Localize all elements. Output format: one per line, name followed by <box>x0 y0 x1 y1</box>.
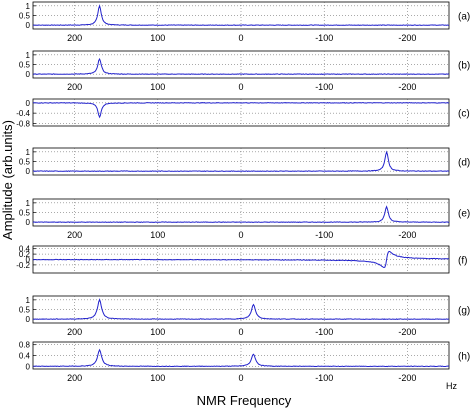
x-tick-label: 100 <box>150 327 165 337</box>
x-tick-label: -200 <box>398 373 416 383</box>
y-tick-label: 0.4 <box>19 245 31 254</box>
x-tick-label: -100 <box>315 230 333 240</box>
y-tick-label: 0.4 <box>19 352 31 361</box>
x-tick-label: 200 <box>67 327 82 337</box>
series-line <box>32 250 450 269</box>
panel-label: (b) <box>458 61 470 72</box>
panel-label: (d) <box>458 158 470 169</box>
y-tick-label: -0.8 <box>16 119 30 128</box>
series-line <box>32 205 450 223</box>
x-tick-label: -200 <box>398 82 416 92</box>
x-tick-label: -200 <box>398 230 416 240</box>
y-tick-label: 0 <box>26 167 31 176</box>
panel-label: (c) <box>458 109 470 120</box>
x-axis-title: NMR Frequency <box>197 393 292 408</box>
x-tick-label: 100 <box>150 230 165 240</box>
panel-label: (f) <box>458 256 467 267</box>
panel-6: 0.40.20-0.2 (f) <box>16 245 467 274</box>
x-tick-label: 0 <box>238 327 243 337</box>
y-tick-label: 0.5 <box>19 306 31 315</box>
y-tick-label: 0 <box>26 362 31 371</box>
x-tick-label: -100 <box>315 373 333 383</box>
y-tick-label: 0.5 <box>19 12 31 21</box>
x-tick-label: 200 <box>67 373 82 383</box>
panel-label: (e) <box>458 209 470 220</box>
x-tick-label: 0 <box>238 33 243 43</box>
x-tick-label: 0 <box>238 230 243 240</box>
x-tick-label: 0 <box>238 373 243 383</box>
y-tick-label: 0 <box>26 99 31 108</box>
x-tick-label: -200 <box>398 327 416 337</box>
y-tick-label: -0.4 <box>16 109 30 118</box>
x-tick-label: 200 <box>67 82 82 92</box>
y-tick-label: 0 <box>26 315 31 324</box>
panel-label: (g) <box>458 306 470 317</box>
y-tick-label: 0.2 <box>19 250 31 259</box>
series-line <box>32 57 450 75</box>
y-tick-label: 0.5 <box>19 61 31 70</box>
y-tick-label: 0.8 <box>19 341 31 350</box>
panel-4: 00.51 (d) <box>19 147 470 176</box>
y-tick-label: -0.2 <box>16 261 30 270</box>
y-tick-label: 1 <box>26 296 31 305</box>
x-tick-label: 100 <box>150 373 165 383</box>
x-tick-label: -100 <box>315 327 333 337</box>
y-tick-label: 1 <box>26 199 31 208</box>
x-tick-label: -200 <box>398 33 416 43</box>
y-tick-label: 1 <box>26 148 31 157</box>
series-line <box>32 150 450 172</box>
y-tick-label: 0 <box>26 21 31 30</box>
y-axis-title: Amplitude (arb.units) <box>0 120 15 240</box>
x-tick-label: 200 <box>67 230 82 240</box>
y-tick-label: 1 <box>26 51 31 60</box>
x-tick-label: 0 <box>238 82 243 92</box>
y-tick-label: 0.5 <box>19 158 31 167</box>
y-tick-label: 0.5 <box>19 209 31 218</box>
x-tick-label: 200 <box>67 33 82 43</box>
y-tick-label: 0 <box>26 218 31 227</box>
series-line <box>33 4 449 26</box>
series-line <box>33 102 450 119</box>
x-tick-label: -100 <box>315 82 333 92</box>
x-tick-label: -100 <box>315 33 333 43</box>
x-axis-unit: Hz <box>446 381 457 391</box>
panel-label: (h) <box>458 352 470 363</box>
y-tick-label: 0 <box>26 256 31 265</box>
x-tick-label: 100 <box>150 33 165 43</box>
x-tick-label: 100 <box>150 82 165 92</box>
y-tick-label: 0 <box>26 70 31 79</box>
series-line <box>33 298 450 320</box>
series-line <box>32 348 450 368</box>
y-tick-label: 1 <box>26 2 31 11</box>
panel-label: (a) <box>458 12 470 23</box>
panel-3: 0-0.4-0.8 (c) <box>16 98 470 128</box>
